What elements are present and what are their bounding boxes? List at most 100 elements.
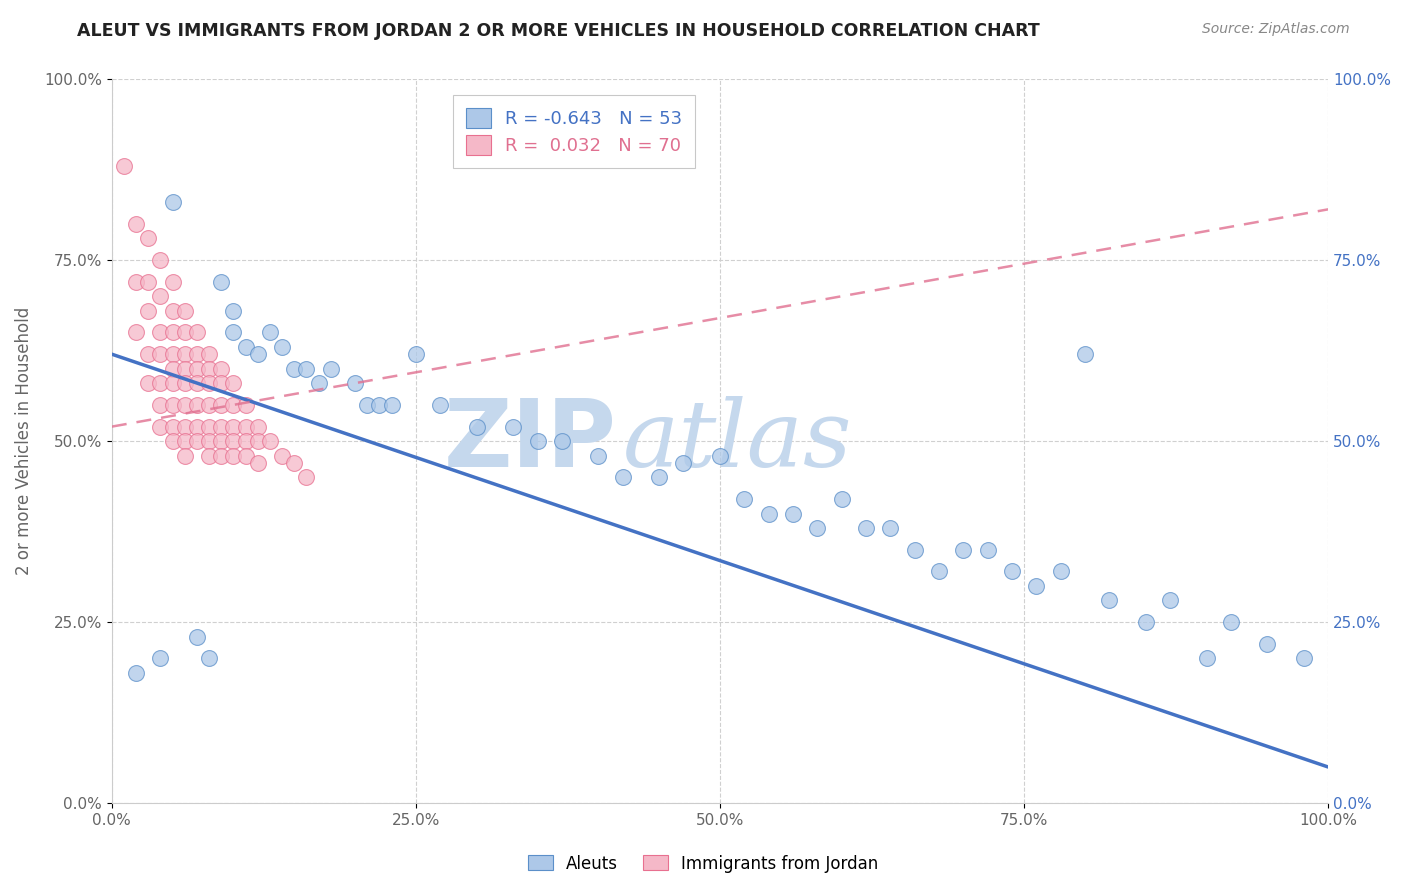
Point: [198, 361, 221, 376]
Point: [173, 347, 195, 361]
Point: [162, 419, 184, 434]
Point: [222, 434, 245, 449]
Point: [831, 491, 853, 506]
Point: [271, 340, 294, 354]
Point: [136, 376, 159, 391]
Text: ZIP: ZIP: [444, 395, 617, 487]
Point: [173, 326, 195, 340]
Point: [1074, 347, 1097, 361]
Point: [672, 456, 695, 470]
Point: [149, 326, 172, 340]
Point: [235, 398, 257, 412]
Legend: R = -0.643   N = 53, R =  0.032   N = 70: R = -0.643 N = 53, R = 0.032 N = 70: [453, 95, 695, 168]
Point: [235, 419, 257, 434]
Point: [125, 665, 148, 680]
Point: [186, 630, 208, 644]
Point: [222, 419, 245, 434]
Point: [381, 398, 404, 412]
Point: [198, 434, 221, 449]
Point: [136, 303, 159, 318]
Point: [1025, 579, 1047, 593]
Point: [186, 434, 208, 449]
Point: [186, 326, 208, 340]
Point: [855, 521, 877, 535]
Point: [758, 507, 780, 521]
Point: [186, 398, 208, 412]
Point: [136, 275, 159, 289]
Point: [879, 521, 901, 535]
Point: [209, 449, 232, 463]
Point: [1049, 565, 1071, 579]
Point: [149, 398, 172, 412]
Point: [259, 434, 281, 449]
Point: [283, 361, 305, 376]
Point: [271, 449, 294, 463]
Point: [235, 449, 257, 463]
Point: [782, 507, 804, 521]
Point: [1292, 651, 1315, 665]
Point: [429, 398, 451, 412]
Point: [526, 434, 548, 449]
Point: [928, 565, 950, 579]
Point: [112, 159, 135, 173]
Point: [186, 347, 208, 361]
Point: [1195, 651, 1218, 665]
Point: [319, 361, 342, 376]
Point: [246, 419, 269, 434]
Point: [246, 456, 269, 470]
Point: [162, 434, 184, 449]
Point: [162, 361, 184, 376]
Point: [295, 470, 318, 484]
Point: [246, 434, 269, 449]
Point: [1256, 637, 1278, 651]
Point: [136, 231, 159, 245]
Point: [222, 449, 245, 463]
Point: [149, 289, 172, 303]
Point: [952, 542, 974, 557]
Point: [173, 376, 195, 391]
Point: [209, 361, 232, 376]
Point: [125, 217, 148, 231]
Point: [368, 398, 391, 412]
Point: [709, 449, 731, 463]
Point: [149, 347, 172, 361]
Point: [162, 347, 184, 361]
Point: [125, 326, 148, 340]
Point: [162, 195, 184, 210]
Point: [173, 419, 195, 434]
Point: [209, 419, 232, 434]
Point: [1135, 615, 1157, 629]
Point: [173, 434, 195, 449]
Point: [162, 326, 184, 340]
Point: [198, 449, 221, 463]
Point: [405, 347, 427, 361]
Point: [186, 361, 208, 376]
Point: [259, 326, 281, 340]
Point: [186, 419, 208, 434]
Point: [186, 376, 208, 391]
Point: [235, 434, 257, 449]
Point: [198, 347, 221, 361]
Point: [198, 419, 221, 434]
Point: [551, 434, 574, 449]
Point: [222, 326, 245, 340]
Point: [149, 253, 172, 268]
Point: [173, 449, 195, 463]
Point: [1219, 615, 1241, 629]
Point: [733, 491, 755, 506]
Point: [588, 449, 610, 463]
Point: [612, 470, 634, 484]
Point: [465, 419, 488, 434]
Point: [222, 303, 245, 318]
Point: [308, 376, 330, 391]
Point: [295, 361, 318, 376]
Legend: Aleuts, Immigrants from Jordan: Aleuts, Immigrants from Jordan: [520, 848, 886, 880]
Point: [125, 275, 148, 289]
Point: [356, 398, 378, 412]
Text: Source: ZipAtlas.com: Source: ZipAtlas.com: [1202, 22, 1350, 37]
Point: [648, 470, 671, 484]
Point: [903, 542, 925, 557]
Point: [222, 376, 245, 391]
Point: [136, 347, 159, 361]
Y-axis label: 2 or more Vehicles in Household: 2 or more Vehicles in Household: [15, 307, 32, 575]
